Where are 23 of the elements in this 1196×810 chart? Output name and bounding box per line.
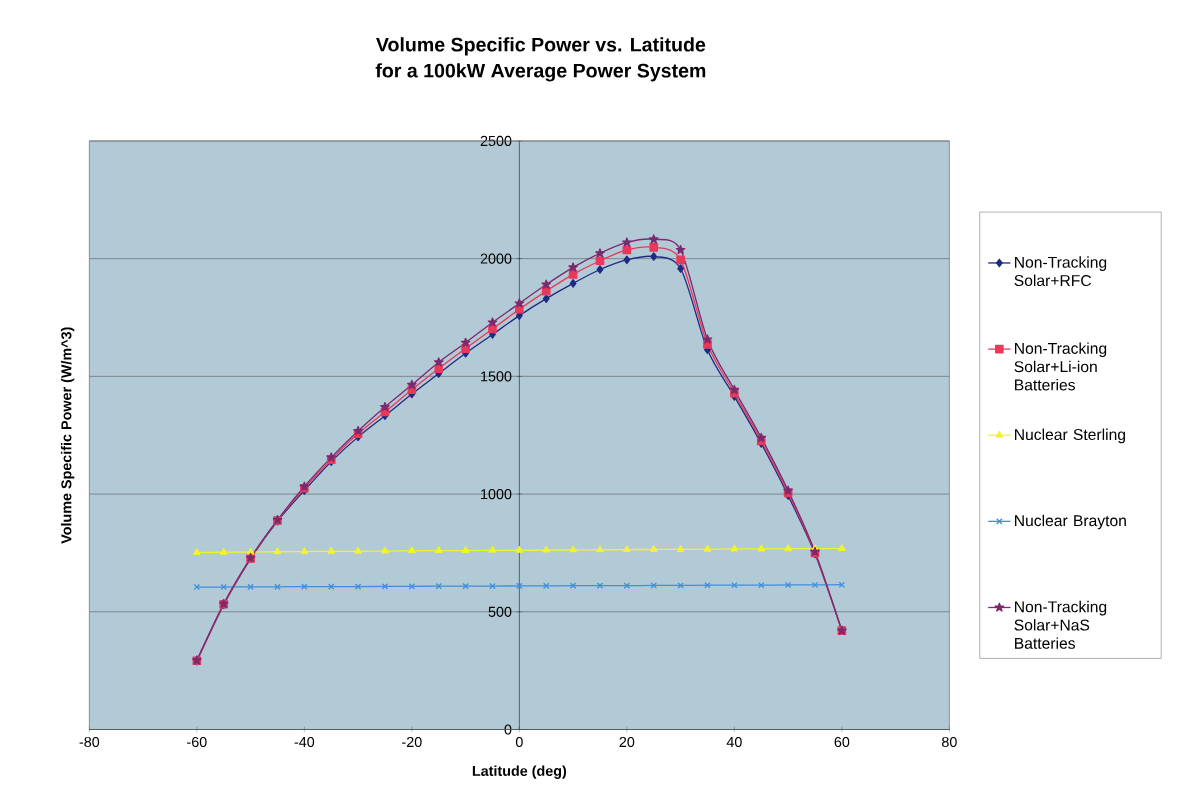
x-tick-label: -20	[402, 736, 422, 747]
x-tick-label: 80	[942, 736, 957, 747]
y-tick-label: 1500	[481, 371, 512, 382]
x-tick-label: -80	[79, 736, 100, 747]
chart-title: Volume Specific Power vs. Latitude	[376, 36, 706, 56]
legend-label: Nuclear Sterling	[1015, 428, 1125, 443]
x-tick-label: -60	[187, 736, 207, 747]
x-tick-label: 20	[619, 736, 635, 747]
legend-label: Non-Tracking Solar+NaS Batteries	[1014, 600, 1107, 649]
legend-label: Non-Tracking Solar+Li-ion Batteries	[1014, 342, 1107, 391]
y-tick-label: 2500	[480, 135, 512, 146]
x-axis-title: Latitude (deg)	[472, 765, 567, 779]
chart-subtitle: for a 100kW Average Power System	[375, 62, 706, 82]
x-tick-label: 60	[834, 736, 850, 747]
x-tick-label: 40	[726, 736, 742, 747]
y-axis-title: Volume Specific Power (W/m^3)	[60, 327, 75, 544]
x-tick-label: -40	[294, 736, 315, 747]
legend-label: Nuclear Brayton	[1015, 514, 1126, 530]
y-tick-label: 1000	[481, 488, 512, 499]
y-tick-label: 500	[488, 606, 512, 617]
legend-label: Non-Tracking Solar+RFC	[1014, 256, 1107, 286]
y-tick-label: 2000	[480, 253, 512, 264]
x-tick-label: 0	[515, 736, 523, 747]
